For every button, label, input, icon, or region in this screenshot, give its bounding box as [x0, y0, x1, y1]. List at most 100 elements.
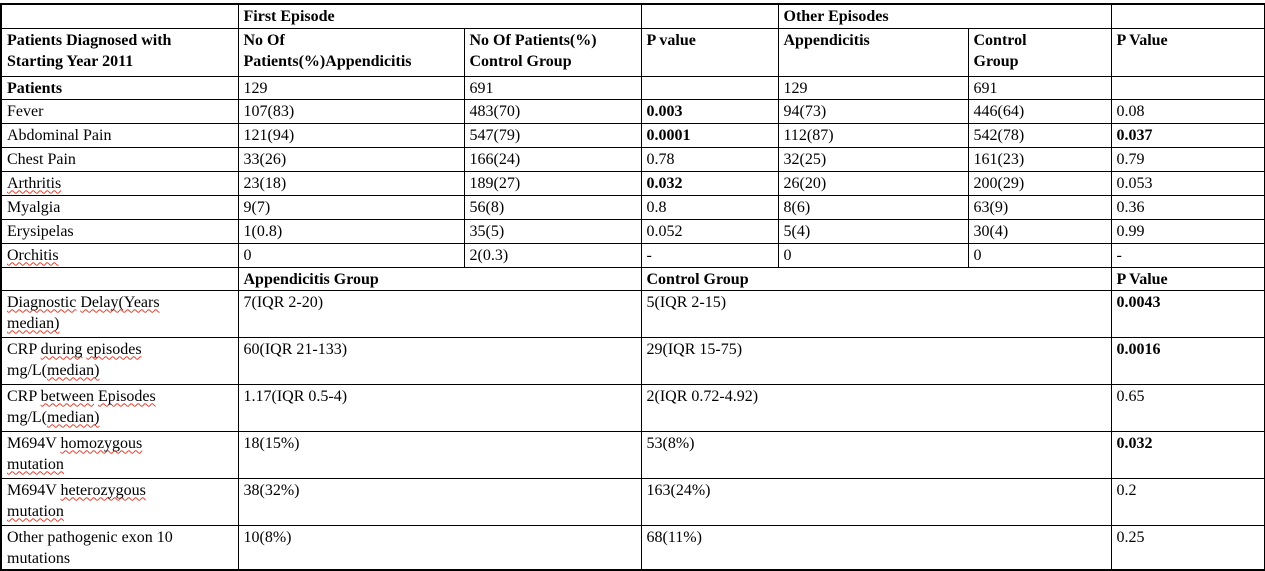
cell-line: Control Group: [470, 51, 636, 72]
value-cell: 7(IQR 2-20): [237, 289, 642, 338]
cell-text: Fever: [7, 102, 44, 120]
cell-text: 483(70): [469, 102, 521, 120]
value-cell: 166(24): [463, 146, 642, 172]
cell-line: Other Episodes: [784, 6, 1106, 27]
cell-line: 0.99: [1117, 221, 1260, 242]
value-cell: 112(87): [777, 122, 969, 148]
spellcheck-squiggle-text: mutation: [7, 502, 64, 520]
cell-line: 38(32%): [244, 480, 636, 501]
value-cell: 542(78): [967, 122, 1112, 148]
value-cell: 0: [777, 242, 969, 268]
p-value-cell: 0.0016: [1110, 336, 1265, 385]
cell-text: Control Group: [646, 270, 749, 288]
row-label: Orchitis: [0, 242, 239, 268]
symptom-row-erysipelas: Erysipelas 1(0.8) 35(5) 0.052 5(4) 30(4) 0.99: [0, 218, 1265, 244]
cell-text: 5(IQR 2-15): [646, 293, 727, 311]
symptom-row-abdominal-pain: Abdominal Pain 121(94) 547(79) 0.0001 112(87…: [0, 122, 1265, 148]
spellcheck-squiggle-text: episodes: [86, 340, 142, 358]
row-label: Patients: [0, 75, 239, 100]
cell-line: 0.032: [647, 173, 773, 194]
value-cell: 483(70): [463, 98, 642, 124]
p-value-cell: 0.037: [1110, 122, 1265, 148]
cell-text: 33(26): [243, 150, 287, 168]
spellcheck-squiggle-text: heterozygous: [60, 481, 146, 499]
cell-text: 10(8%): [243, 528, 292, 546]
cell-line: [7, 269, 233, 290]
cell-line: 0.0043: [1117, 292, 1260, 313]
cell-line: 35(5): [470, 221, 636, 242]
p-value-cell: 0.8: [640, 194, 779, 220]
cell-text: -: [646, 246, 652, 264]
value-cell: 0: [967, 242, 1112, 268]
cell-line: Erysipelas: [7, 221, 233, 242]
value-cell: 32(25): [777, 146, 969, 172]
symptom-row-chest-pain: Chest Pain 33(26) 166(24) 0.78 32(25) 161(23)…: [0, 146, 1265, 172]
cell-text: 0.037: [1116, 126, 1153, 144]
cell-line: 0.36: [1117, 197, 1260, 218]
cell-line: mg/L(median): [7, 407, 233, 428]
p-value-cell: 0.032: [640, 170, 779, 196]
cell-line: P Value: [1117, 30, 1260, 51]
cell-line: Myalgia: [7, 197, 233, 218]
cell-line: M694V homozygous: [7, 433, 233, 454]
cell-text: 189(27): [469, 174, 521, 192]
cell-text: 200(29): [973, 174, 1025, 192]
cell-line: 129: [244, 78, 459, 99]
cell-line: 5(IQR 2-15): [647, 292, 1106, 313]
p-value-cell: 0.0001: [640, 122, 779, 148]
value-cell: 129: [777, 75, 969, 100]
cell-text: 63(9): [973, 198, 1009, 216]
cell-line: First Episode: [244, 6, 636, 27]
value-cell: 5(IQR 2-15): [640, 289, 1112, 338]
cell-line: 483(70): [470, 101, 636, 122]
group-header-appendicitis-group: Appendicitis Group: [237, 266, 642, 291]
cell-text: 0.65: [1116, 387, 1145, 405]
cell-line: 26(20): [784, 173, 963, 194]
cell-text: 9(7): [243, 198, 271, 216]
cell-line: 0.003: [647, 101, 773, 122]
p-value-cell: 0.99: [1110, 218, 1265, 244]
cell-line: 60(IQR 21-133): [244, 339, 636, 360]
second-group-header-row: Appendicitis Group Control Group P Value: [0, 266, 1265, 291]
cell-line: 0: [244, 245, 459, 266]
cell-text: M694V: [7, 481, 61, 499]
cell-text: 0.08: [1116, 102, 1145, 120]
spellcheck-squiggle-text: mutation: [7, 455, 64, 473]
cell-text: 0.053: [1116, 174, 1153, 192]
p-value-cell: 0.053: [1110, 170, 1265, 196]
cell-text: 107(83): [243, 102, 295, 120]
cell-text: Group: [973, 52, 1019, 70]
cell-text: 38(32%): [243, 481, 300, 499]
cell-line: 0.78: [647, 149, 773, 170]
cell-line: Other pathogenic exon 10: [7, 527, 233, 548]
row-label: Fever: [0, 98, 239, 124]
cell-text: 121(94): [243, 126, 295, 144]
p-value-cell: -: [1110, 242, 1265, 268]
value-cell: 56(8): [463, 194, 642, 220]
cell-text: Myalgia: [7, 198, 61, 216]
value-cell: 200(29): [967, 170, 1112, 196]
cell-line: 0.08: [1117, 101, 1260, 122]
value-cell: 38(32%): [237, 477, 642, 526]
cell-text: Chest Pain: [7, 150, 76, 168]
cell-line: Starting Year 2011: [7, 51, 233, 72]
cell-line: median): [7, 313, 233, 334]
value-cell: 68(11%): [640, 524, 1112, 570]
cell-line: Fever: [7, 101, 233, 122]
cell-line: 163(24%): [647, 480, 1106, 501]
value-cell: 53(8%): [640, 430, 1112, 479]
value-cell: 2(0.3): [463, 242, 642, 268]
cell-text: 0: [243, 246, 252, 264]
clinical-study-table: First Episode Other Episodes Patients Diag…: [0, 3, 1265, 571]
cell-text: Patients: [7, 79, 63, 97]
spellcheck-squiggle-text: Delay(Years: [80, 293, 160, 311]
value-cell: 691: [463, 75, 642, 100]
cell-text: 691: [469, 79, 494, 97]
cell-line: 0.79: [1117, 149, 1260, 170]
cell-text: 0.0001: [646, 126, 691, 144]
cell-line: 0.053: [1117, 173, 1260, 194]
cell-text: 94(73): [783, 102, 827, 120]
cell-line: Appendicitis Group: [244, 269, 636, 290]
row-label: M694V heterozygous mutation: [0, 477, 239, 526]
cell-text: 161(23): [973, 150, 1025, 168]
